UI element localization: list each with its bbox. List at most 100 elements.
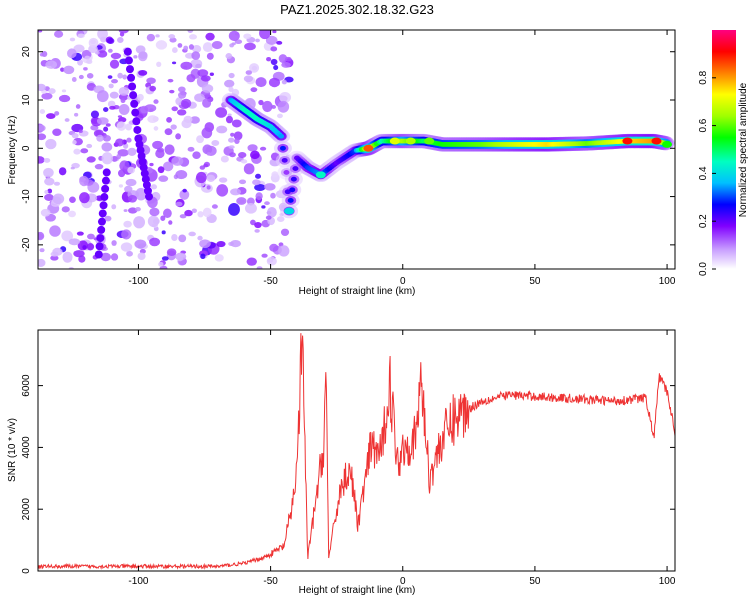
colorbar: 0.0 0.2 0.4 0.6 0.8 Normalized spectral ampl… bbox=[698, 30, 749, 276]
noise-blob bbox=[180, 98, 192, 109]
noise-blob bbox=[191, 51, 201, 60]
noise-blob bbox=[278, 245, 290, 257]
noise-blob bbox=[161, 256, 169, 261]
noise-blob bbox=[43, 167, 54, 178]
noise-blob bbox=[192, 151, 201, 159]
noise-blob bbox=[45, 113, 56, 119]
noise-blob bbox=[127, 194, 138, 203]
y-tick-label: 2000 bbox=[21, 498, 32, 521]
ridge-peak bbox=[651, 137, 662, 145]
noise-blob bbox=[39, 109, 46, 114]
noise-blob bbox=[176, 253, 184, 262]
noise-blob bbox=[97, 30, 108, 40]
noise-blob bbox=[276, 216, 285, 223]
noise-blob bbox=[228, 137, 235, 143]
noise-blob bbox=[216, 125, 228, 134]
noise-blob bbox=[233, 131, 243, 141]
x-tick-label: -50 bbox=[263, 276, 278, 287]
noise-blob bbox=[255, 173, 262, 179]
noise-blob bbox=[240, 159, 248, 164]
noise-blob bbox=[177, 43, 183, 48]
noise-blob bbox=[228, 72, 235, 79]
noise-blob bbox=[44, 193, 54, 201]
noise-blob bbox=[229, 43, 235, 48]
noise-blob bbox=[201, 127, 213, 139]
noise-blob bbox=[74, 112, 79, 117]
noise-blob bbox=[195, 171, 207, 184]
noise-blob bbox=[230, 132, 235, 137]
x-tick-label: -100 bbox=[128, 276, 148, 287]
noise-blob bbox=[179, 189, 190, 200]
spectrogram-frame bbox=[37, 29, 676, 270]
noise-blob bbox=[230, 239, 242, 248]
noise-blob bbox=[38, 133, 47, 141]
noise-blob bbox=[247, 144, 258, 152]
ridge-peak bbox=[405, 137, 416, 145]
noise-streak bbox=[96, 234, 105, 243]
noise-blob bbox=[118, 184, 124, 188]
noise-blob bbox=[182, 188, 187, 193]
noise-blob bbox=[73, 44, 85, 53]
spectrogram-x-ticks: -100 -50 0 50 100 bbox=[128, 30, 676, 287]
noise-blob bbox=[126, 137, 132, 143]
noise-blob bbox=[122, 74, 128, 80]
noise-blob bbox=[86, 243, 95, 251]
noise-blob bbox=[38, 156, 45, 164]
noise-blob bbox=[109, 105, 116, 110]
noise-blob bbox=[103, 107, 109, 112]
noise-blob bbox=[170, 124, 177, 130]
noise-blob bbox=[211, 140, 220, 147]
noise-blob bbox=[86, 59, 93, 65]
noise-blob bbox=[281, 62, 291, 68]
y-tick-label: 4000 bbox=[21, 436, 32, 459]
ridge-peak bbox=[389, 137, 400, 145]
noise-blob bbox=[126, 250, 133, 257]
noise-blob bbox=[276, 113, 283, 119]
noise-blob bbox=[82, 245, 87, 250]
noise-blob bbox=[53, 181, 61, 186]
noise-blob bbox=[90, 110, 100, 119]
noise-streak bbox=[127, 73, 136, 82]
noise-blob bbox=[209, 72, 214, 77]
noise-blob bbox=[228, 86, 234, 93]
snr-panel: -100 -50 0 50 100 0 2000 4000 6000 Height of st… bbox=[7, 329, 676, 596]
noise-blob bbox=[146, 33, 156, 42]
noise-blob bbox=[206, 185, 211, 190]
noise-blob bbox=[117, 72, 123, 79]
noise-blob bbox=[186, 74, 196, 83]
noise-blob bbox=[135, 207, 141, 212]
noise-blob bbox=[108, 83, 114, 89]
noise-blob bbox=[239, 179, 247, 185]
noise-blob bbox=[178, 91, 187, 99]
noise-blob bbox=[110, 52, 122, 60]
ridge-peak bbox=[284, 207, 295, 215]
spectrogram-plot bbox=[38, 30, 675, 269]
noise-blob bbox=[75, 104, 81, 109]
noise-blob bbox=[118, 104, 130, 115]
noise-blob bbox=[147, 115, 158, 123]
noise-blob bbox=[205, 32, 215, 41]
noise-blob bbox=[123, 220, 132, 228]
noise-blob bbox=[94, 163, 104, 170]
noise-blob bbox=[178, 86, 186, 93]
ridge-peak bbox=[662, 140, 673, 148]
noise-blob bbox=[234, 138, 240, 145]
noise-blob bbox=[252, 179, 261, 186]
noise-blob bbox=[197, 211, 204, 218]
noise-blob bbox=[96, 117, 109, 125]
noise-blob bbox=[254, 221, 262, 229]
ridge-core bbox=[287, 198, 294, 203]
noise-blob bbox=[216, 241, 226, 248]
noise-blob bbox=[149, 85, 157, 92]
noise-blob bbox=[101, 152, 113, 165]
noise-blob bbox=[153, 126, 159, 131]
colorbar-label: Normalized spectral amplitude bbox=[738, 82, 749, 217]
noise-blob bbox=[206, 52, 214, 60]
ridge-peak bbox=[622, 137, 633, 145]
noise-blob bbox=[137, 252, 146, 261]
x-tick-label: 100 bbox=[659, 576, 676, 587]
noise-blob bbox=[69, 37, 76, 42]
spectrogram-x-axis-label: Height of straight line (km) bbox=[299, 286, 416, 297]
noise-blob bbox=[83, 67, 88, 71]
